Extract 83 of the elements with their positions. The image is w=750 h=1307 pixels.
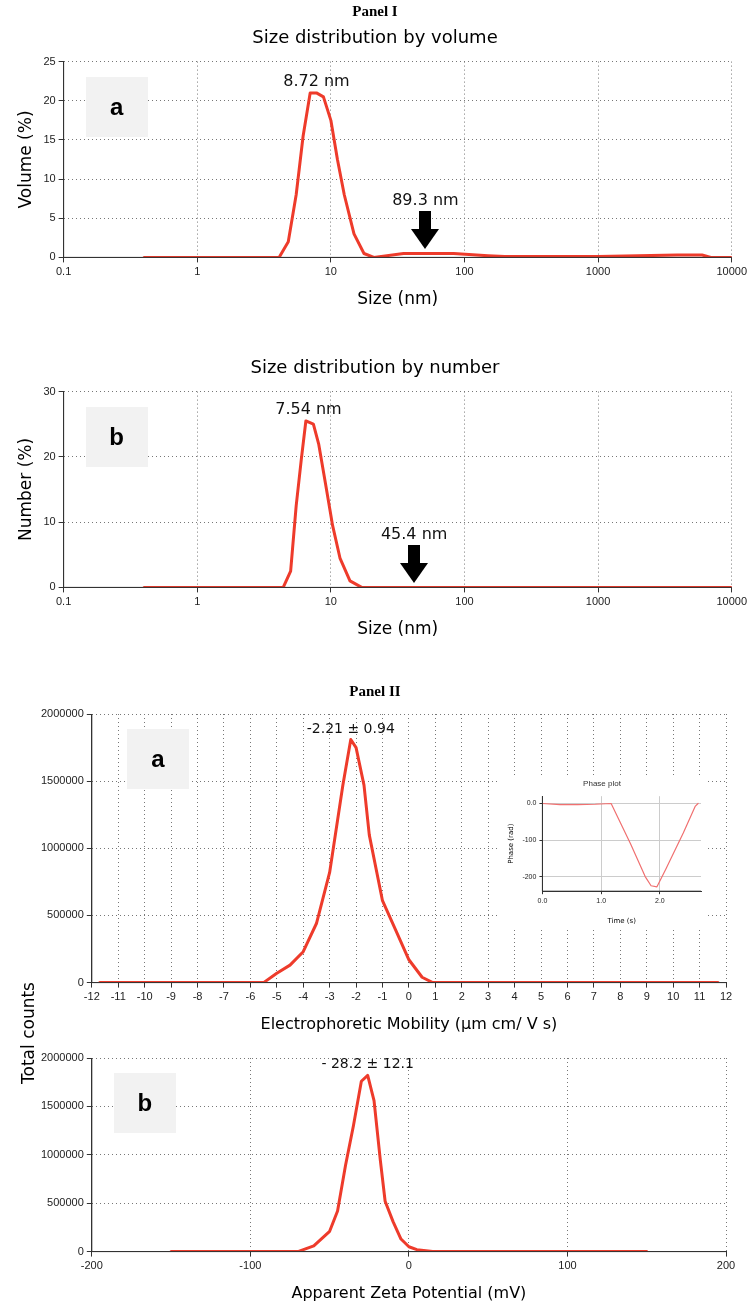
y-tick-label: 2000000 [41,707,84,720]
x-tick-label: -1 [377,990,388,1003]
x-axis-title: Electrophoretic Mobility (µm cm/ V s) [260,1013,558,1033]
x-tick-label: 0.1 [55,265,72,278]
x-tick-label: -100 [239,1259,262,1272]
x-tick-label: 1 [432,990,439,1003]
x-tick-label: 7 [590,990,597,1003]
x-tick-label: -5 [271,990,282,1003]
x-tick-label: -12 [83,990,100,1003]
x-tick-label: 1 [194,595,201,608]
x-tick-label: 5 [537,990,545,1003]
x-tick-label: 11 [693,990,706,1003]
x-tick-label: 0.1 [55,595,72,608]
x-tick-label: -7 [219,990,229,1003]
y-tick-label: 10 [43,515,56,528]
y-tick-label: 500000 [47,908,84,921]
x-axis-title: Size (nm) [357,618,439,639]
annotation: -2.21 ± 0.94 [306,719,395,736]
y-tick-label: 500000 [47,1196,84,1209]
y-tick-label: 1000000 [41,1147,84,1160]
x-tick-label: -2 [351,990,361,1003]
x-tick-label: -9 [166,990,176,1003]
y-tick-label: 0 [49,580,56,593]
x-tick-label: 10 [324,265,337,278]
y-tick-label: 25 [43,54,56,67]
y-tick-label: 15 [43,132,56,145]
x-tick-label: 100 [455,265,474,278]
y-tick-label: 1500000 [41,774,84,787]
chart-title: Panel II [348,682,402,701]
x-tick-label: 10000 [716,595,747,608]
x-tick-label: 1000 [585,265,611,278]
x-tick-label: 3 [485,990,492,1003]
x-axis-title: Apparent Zeta Potential (mV) [291,1282,527,1302]
annotation: b [85,406,148,467]
x-tick-label: 9 [643,990,650,1003]
x-tick-label: 0 [405,990,412,1003]
annotation: a [126,729,189,789]
y-tick-label: 0 [77,975,84,988]
x-tick-label: 6 [564,990,571,1003]
y-tick-label: 20 [43,93,56,106]
x-tick-label: 200 [716,1259,736,1272]
annotation: 8.72 nm [283,70,350,90]
x-tick-label: -10 [136,990,153,1003]
x-tick-label: 10 [324,595,337,608]
x-tick-label: 100 [455,595,474,608]
x-tick-label: -6 [245,990,256,1003]
x-tick-label: 10000 [716,265,747,278]
y-tick-label: 1000000 [41,841,84,854]
y-axis-title: Total counts [18,980,38,1086]
annotation: - 28.2 ± 12.1 [321,1055,414,1072]
x-tick-label: 4 [511,990,518,1003]
chart-subtitle: Size distribution by volume [251,25,499,49]
x-tick-label: 100 [558,1259,577,1272]
x-axis-title: Size (nm) [357,288,439,309]
y-tick-label: 0 [49,250,56,263]
x-tick-label: -4 [298,990,309,1003]
x-tick-label: 1000 [585,595,611,608]
chart-title: Phase plot [582,778,622,789]
annotation: 7.54 nm [275,398,342,418]
x-tick-label: 1 [194,265,201,278]
y-tick-label: 2000000 [41,1051,84,1064]
x-tick-label: 10 [667,990,680,1003]
x-tick-label: -8 [192,990,203,1003]
y-tick-label: 1500000 [41,1099,84,1112]
chart-title: Panel I [351,2,399,21]
y-tick-label: 5 [49,211,56,224]
y-axis-title: Number (%) [14,437,35,542]
x-tick-label: 8 [617,990,624,1003]
x-tick-label: -11 [110,990,126,1003]
x-tick-label: 0 [405,1259,412,1272]
y-tick-label: 10 [43,172,56,185]
annotation: b [113,1073,176,1133]
annotation: 45.4 nm [380,524,448,544]
annotation: 89.3 nm [392,190,459,210]
annotation: a [85,76,148,137]
x-tick-label: 12 [719,990,733,1003]
y-tick-label: 0 [77,1244,84,1257]
chart-title: Size distribution by number [249,355,501,379]
x-tick-label: 2 [458,990,465,1003]
y-axis-title: Volume (%) [14,110,35,209]
y-tick-label: 20 [43,449,56,462]
y-tick-label: 30 [43,384,56,397]
x-tick-label: -3 [324,990,335,1003]
